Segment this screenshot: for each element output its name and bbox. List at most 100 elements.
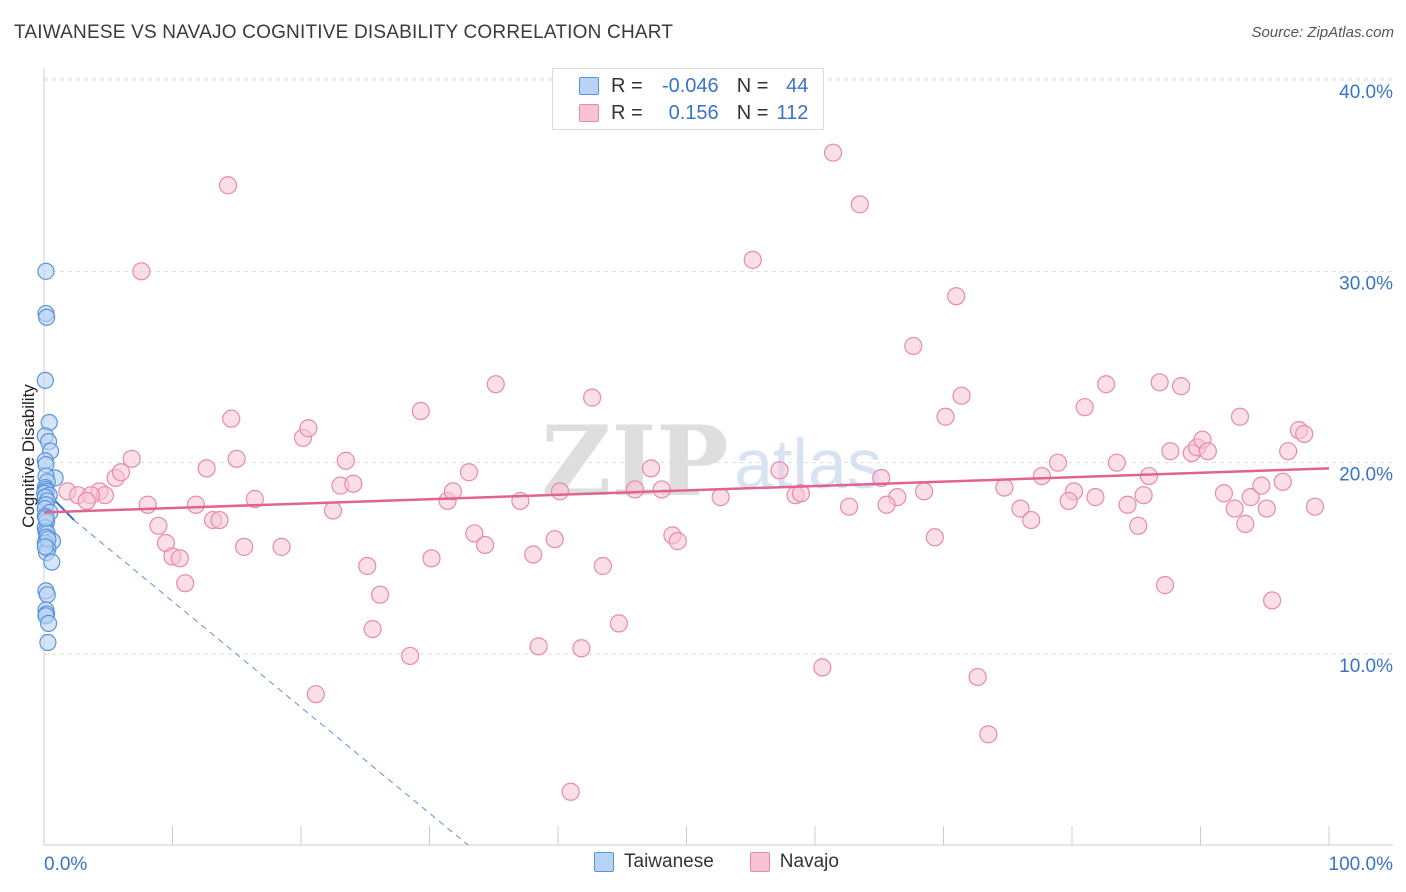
navajo-point xyxy=(668,532,687,551)
navajo-point xyxy=(952,386,971,405)
navajo-point xyxy=(132,262,151,281)
navajo-point xyxy=(344,474,363,493)
navajo-point xyxy=(218,176,238,195)
navajo-point xyxy=(625,480,645,499)
navajo-point xyxy=(904,336,923,356)
navajo-point xyxy=(1048,453,1068,472)
navajo-point xyxy=(371,585,390,604)
navajo-point xyxy=(411,401,430,421)
taiwanese-point xyxy=(39,633,57,652)
navajo-point xyxy=(791,484,811,503)
navajo-point xyxy=(1118,495,1137,514)
legend-item-taiwanese: Taiwanese xyxy=(594,851,714,873)
taiwanese-point xyxy=(37,509,55,527)
taiwanese-point xyxy=(36,371,54,389)
navajo-point xyxy=(1236,514,1255,533)
watermark-zip: ZIP xyxy=(541,405,728,518)
taiwanese-point xyxy=(37,262,55,280)
navajo-trend-line xyxy=(43,467,1330,514)
navajo-point xyxy=(299,419,318,438)
navajo-point xyxy=(122,449,141,468)
n-value: 112 xyxy=(776,101,809,124)
navajo-point xyxy=(1279,442,1298,461)
taiwanese-point xyxy=(38,586,56,604)
navajo-swatch xyxy=(749,852,770,872)
r-value: 0.156 xyxy=(668,101,719,124)
navajo-point xyxy=(210,510,229,530)
navajo-point xyxy=(245,489,264,509)
y-tick-label: 20.0% xyxy=(1339,465,1393,486)
navajo-point xyxy=(840,497,859,516)
correlation-legend: R = -0.046 N = 44 R = 0.156 N = 112 xyxy=(552,68,824,130)
navajo-point xyxy=(1225,499,1244,518)
navajo-point xyxy=(149,516,168,535)
taiwanese-point xyxy=(36,538,54,556)
n-label: N = xyxy=(736,101,769,124)
taiwanese-point xyxy=(39,614,58,632)
navajo-point xyxy=(711,488,730,507)
taiwanese-point xyxy=(43,553,61,571)
chart-title: TAIWANESE VS NAVAJO COGNITIVE DISABILITY… xyxy=(14,22,674,43)
legend-label-taiwanese: Taiwanese xyxy=(624,851,714,872)
navajo-point xyxy=(1032,466,1051,486)
navajo-point xyxy=(1075,398,1094,417)
navajo-point xyxy=(186,495,206,514)
navajo-point xyxy=(1011,499,1030,518)
navajo-point xyxy=(561,782,580,801)
navajo-point xyxy=(1155,576,1175,595)
navajo-point xyxy=(1230,407,1250,426)
navajo-point xyxy=(1295,424,1314,444)
r-value: -0.046 xyxy=(661,74,719,97)
legend-row-taiwanese: R = -0.046 N = 44 xyxy=(553,73,808,99)
navajo-point xyxy=(1107,453,1126,472)
navajo-point xyxy=(877,495,896,514)
navajo-point xyxy=(363,620,382,639)
navajo-point xyxy=(1171,377,1191,396)
y-tick-label: 30.0% xyxy=(1339,273,1393,294)
n-value: 44 xyxy=(786,74,809,97)
navajo-point xyxy=(459,463,479,482)
navajo-point xyxy=(222,409,241,428)
navajo-point xyxy=(422,549,441,568)
navajo-point xyxy=(979,725,998,744)
taiwanese-swatch xyxy=(594,852,614,872)
legend-row-navajo: R = 0.156 N = 112 xyxy=(553,100,808,126)
navajo-point xyxy=(550,482,570,501)
y-tick-label: 40.0% xyxy=(1339,82,1393,103)
legend-item-navajo: Navajo xyxy=(749,851,839,873)
navajo-point xyxy=(227,449,246,468)
navajo-point xyxy=(1252,476,1271,495)
navajo-point xyxy=(176,574,195,593)
navajo-point xyxy=(323,501,343,520)
navajo-point xyxy=(770,461,789,480)
navajo-point xyxy=(1150,373,1169,392)
navajo-point xyxy=(995,478,1014,497)
navajo-point xyxy=(925,528,944,547)
navajo-point xyxy=(170,549,189,568)
navajo-point xyxy=(524,545,543,564)
navajo-point xyxy=(872,468,891,488)
navajo-point xyxy=(572,639,591,658)
navajo-swatch xyxy=(579,104,599,122)
navajo-point xyxy=(529,637,548,656)
navajo-point xyxy=(1086,488,1105,507)
navajo-point xyxy=(400,646,420,666)
navajo-point xyxy=(1134,486,1153,505)
r-label: R = xyxy=(611,101,643,124)
navajo-point xyxy=(823,143,843,162)
navajo-point xyxy=(1241,488,1260,507)
navajo-point xyxy=(272,537,291,556)
navajo-point xyxy=(743,250,762,269)
navajo-point xyxy=(1139,466,1159,486)
taiwanese-trend-dashed xyxy=(73,519,469,846)
navajo-point xyxy=(443,482,463,501)
navajo-point xyxy=(197,459,216,478)
navajo-point xyxy=(583,388,602,407)
navajo-point xyxy=(1263,591,1282,610)
navajo-point xyxy=(336,451,355,470)
navajo-point xyxy=(1161,442,1180,461)
taiwanese-points xyxy=(36,262,64,652)
navajo-point xyxy=(111,463,131,482)
y-axis-title: Cognitive Disability xyxy=(19,384,38,528)
